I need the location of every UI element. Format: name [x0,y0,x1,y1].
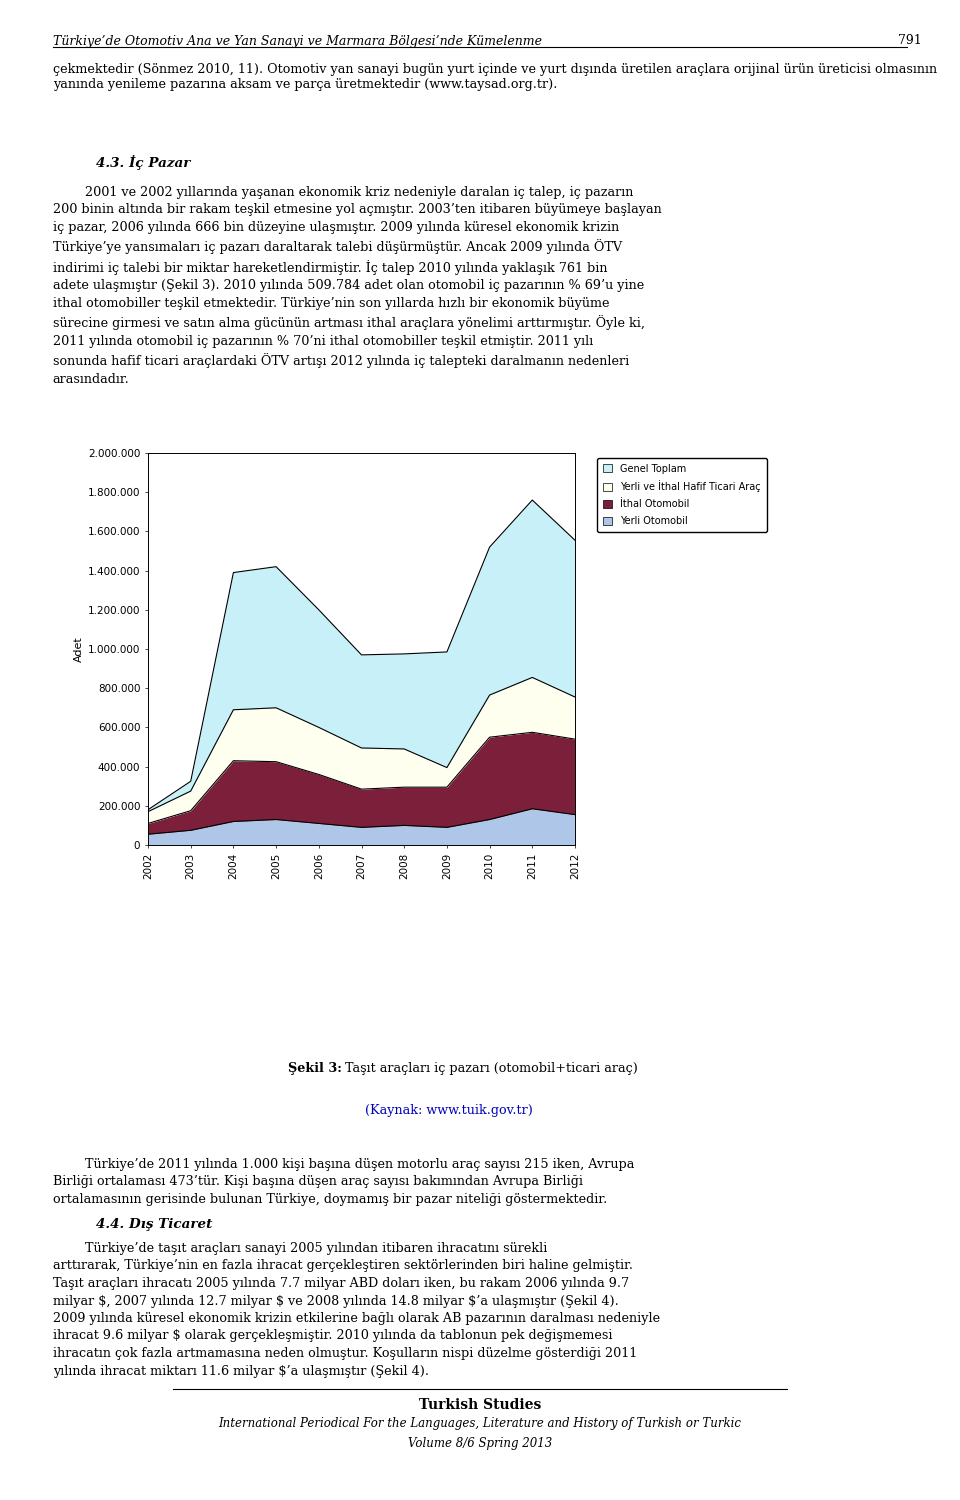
Legend: Genel Toplam, Yerli ve İthal Hafif Ticari Araç, İthal Otomobil, Yerli Otomobil: Genel Toplam, Yerli ve İthal Hafif Ticar… [597,458,767,532]
Text: International Periodical For the Languages, Literature and History of Turkish or: International Periodical For the Languag… [219,1418,741,1431]
Text: Şekil 3:: Şekil 3: [288,1062,342,1076]
Text: çekmektedir (Sönmez 2010, 11). Otomotiv yan sanayi bugün yurt içinde ve yurt dış: çekmektedir (Sönmez 2010, 11). Otomotiv … [53,63,937,92]
Text: 4.3. İç Pazar: 4.3. İç Pazar [96,154,190,170]
Text: 4.4. Dış Ticaret: 4.4. Dış Ticaret [96,1218,212,1231]
Text: Turkish Studies: Turkish Studies [419,1398,541,1411]
Text: 2001 ve 2002 yıllarında yaşanan ekonomik kriz nedeniyle daralan iç talep, iç paz: 2001 ve 2002 yıllarında yaşanan ekonomik… [53,186,661,386]
Text: 791: 791 [898,34,922,48]
Y-axis label: Adet: Adet [74,636,84,662]
Text: Volume 8/6 Spring 2013: Volume 8/6 Spring 2013 [408,1437,552,1450]
Text: Türkiye’de taşıt araçları sanayi 2005 yılından itibaren ihracatını sürekli
arttı: Türkiye’de taşıt araçları sanayi 2005 yı… [53,1242,660,1377]
Text: Türkiye’de Otomotiv Ana ve Yan Sanayi ve Marmara Bölgesi’nde Kümelenme: Türkiye’de Otomotiv Ana ve Yan Sanayi ve… [53,34,541,48]
Text: Taşıt araçları iç pazarı (otomobil+ticari araç): Taşıt araçları iç pazarı (otomobil+ticar… [341,1062,637,1076]
Text: (Kaynak: www.tuik.gov.tr): (Kaynak: www.tuik.gov.tr) [365,1104,533,1118]
Text: Türkiye’de 2011 yılında 1.000 kişi başına düşen motorlu araç sayısı 215 iken, Av: Türkiye’de 2011 yılında 1.000 kişi başın… [53,1158,635,1206]
